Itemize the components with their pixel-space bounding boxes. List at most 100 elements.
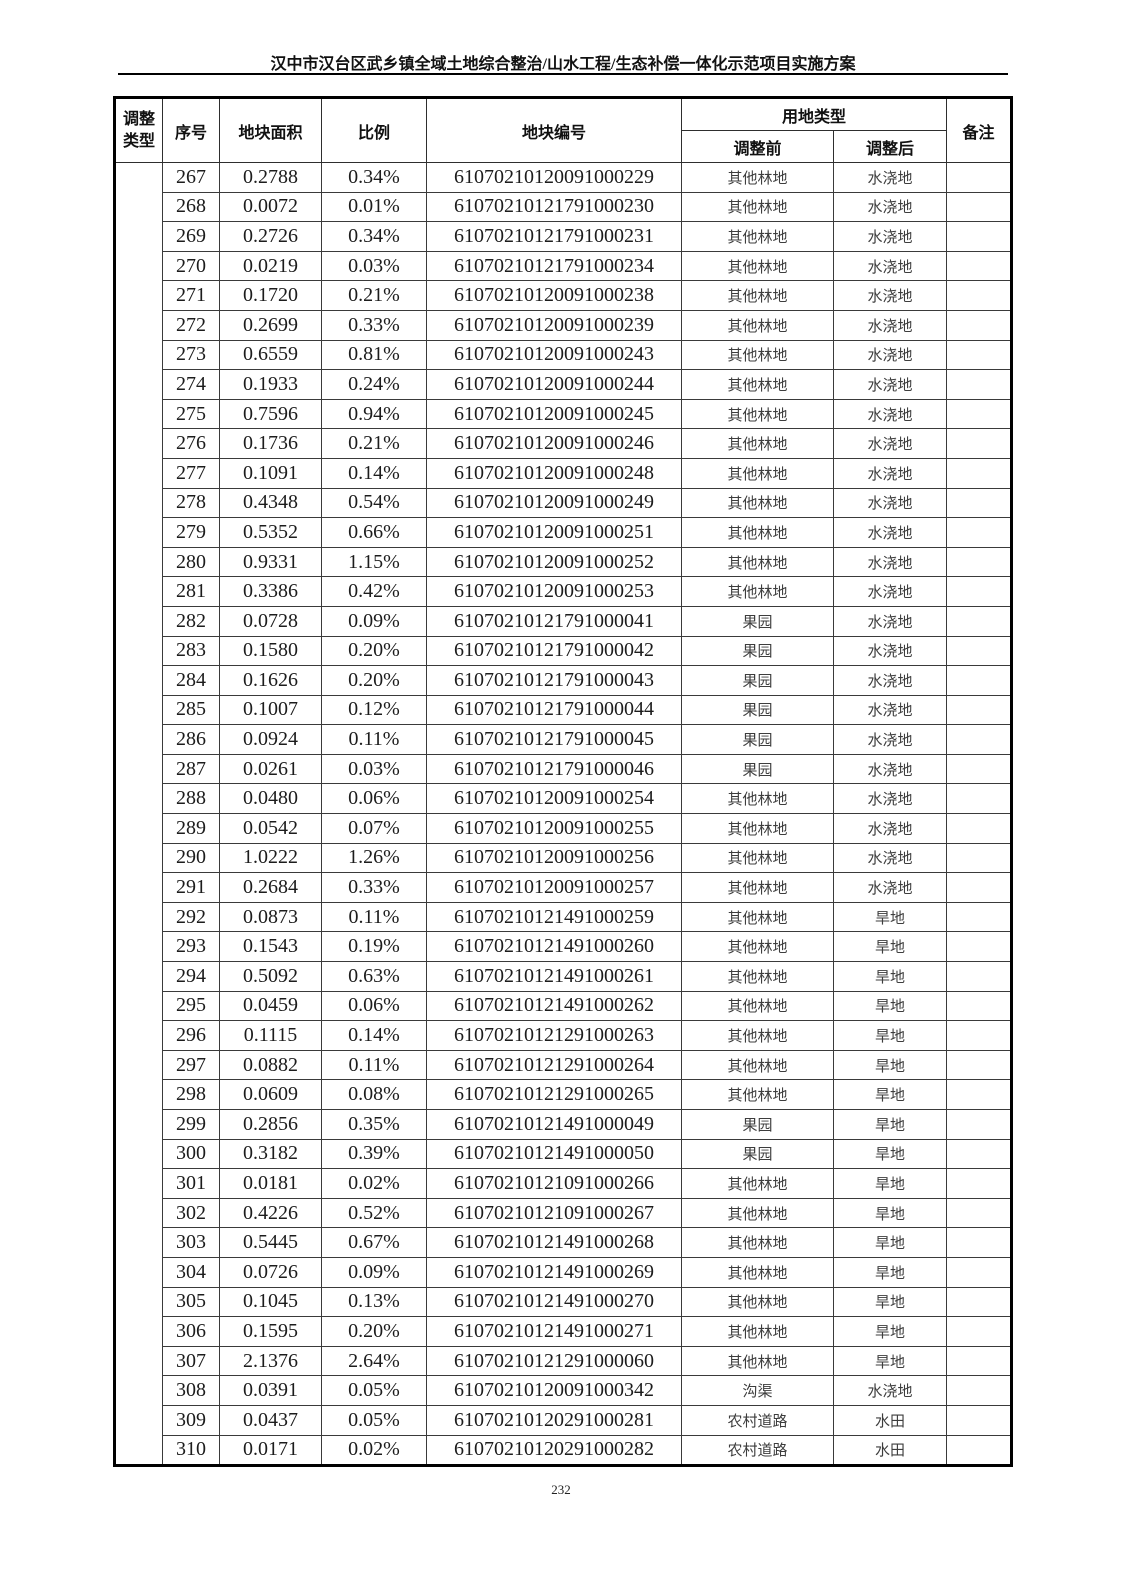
cell-after: 水浇地	[832, 221, 948, 252]
cell-after: 水浇地	[832, 605, 948, 637]
cell-area: 1.0222	[219, 842, 322, 874]
cell-area: 0.0072	[219, 191, 322, 223]
cell-plot-id: 61070210120291000281	[426, 1404, 682, 1436]
cell-ratio: 0.21%	[321, 428, 427, 459]
table-row: 278 0.4348 0.54% 61070210120091000249 其他…	[115, 487, 1013, 519]
cell-before: 其他林地	[681, 280, 834, 311]
table-body: 267 0.2788 0.34% 61070210120091000229 其他…	[114, 161, 1013, 1467]
cell-ratio: 1.15%	[321, 546, 427, 578]
cell-ratio: 0.24%	[321, 369, 427, 400]
table-row: 287 0.0261 0.03% 61070210121791000046 果园…	[115, 753, 1013, 785]
cell-ratio: 0.06%	[321, 783, 427, 815]
cell-remark	[946, 1434, 1013, 1467]
cell-area: 0.4226	[219, 1197, 322, 1229]
cell-area: 0.2856	[219, 1109, 322, 1140]
cell-after: 水浇地	[832, 339, 948, 371]
cell-area: 0.2684	[219, 872, 322, 903]
cell-seq: 280	[162, 546, 220, 578]
cell-before: 果园	[681, 635, 834, 667]
table-row: 295 0.0459 0.06% 61070210121491000262 其他…	[115, 990, 1013, 1022]
cell-area: 0.0924	[219, 724, 322, 755]
cell-area: 0.5092	[219, 961, 322, 992]
cell-remark	[946, 813, 1013, 844]
cell-area: 0.1933	[219, 369, 322, 400]
cell-area: 0.2726	[219, 221, 322, 252]
cell-before: 其他林地	[681, 546, 834, 578]
cell-remark	[946, 1049, 1013, 1081]
cell-remark	[946, 1109, 1013, 1140]
cell-remark	[946, 842, 1013, 874]
cell-area: 0.2788	[219, 162, 322, 193]
cell-ratio: 0.09%	[321, 605, 427, 637]
table-row: 267 0.2788 0.34% 61070210120091000229 其他…	[114, 161, 1013, 1467]
adjust-type-merged-cell	[114, 161, 163, 1467]
cell-seq: 295	[162, 990, 220, 1022]
cell-remark	[946, 1197, 1013, 1229]
cell-after: 旱地	[832, 1227, 948, 1258]
cell-before: 农村道路	[681, 1404, 834, 1436]
cell-after: 旱地	[832, 990, 948, 1022]
table-row: 298 0.0609 0.08% 61070210121291000265 其他…	[115, 1079, 1013, 1110]
cell-remark	[946, 1020, 1013, 1051]
cell-seq: 309	[162, 1404, 220, 1436]
cell-after: 水浇地	[832, 398, 948, 430]
cell-ratio: 0.01%	[321, 191, 427, 223]
cell-after: 旱地	[832, 1197, 948, 1229]
table-row: 277 0.1091 0.14% 61070210120091000248 其他…	[115, 457, 1013, 489]
cell-plot-id: 61070210121491000049	[426, 1109, 682, 1140]
cell-ratio: 0.12%	[321, 694, 427, 726]
cell-plot-id: 61070210121491000260	[426, 931, 682, 963]
cell-ratio: 0.52%	[321, 1197, 427, 1229]
cell-ratio: 0.35%	[321, 1109, 427, 1140]
cell-before: 其他林地	[681, 783, 834, 815]
cell-ratio: 0.07%	[321, 813, 427, 844]
cell-before: 果园	[681, 1138, 834, 1170]
cell-plot-id: 61070210121491000259	[426, 901, 682, 933]
table-row: 281 0.3386 0.42% 61070210120091000253 其他…	[115, 576, 1013, 607]
cell-ratio: 0.42%	[321, 576, 427, 607]
cell-before: 其他林地	[681, 1197, 834, 1229]
cell-seq: 274	[162, 369, 220, 400]
cell-area: 0.0542	[219, 813, 322, 844]
cell-before: 其他林地	[681, 961, 834, 992]
cell-ratio: 0.11%	[321, 724, 427, 755]
cell-seq: 278	[162, 487, 220, 519]
cell-ratio: 0.05%	[321, 1375, 427, 1406]
cell-after: 水浇地	[832, 576, 948, 607]
cell-plot-id: 61070210120091000239	[426, 309, 682, 341]
cell-remark	[946, 1227, 1013, 1258]
table-row: 286 0.0924 0.11% 61070210121791000045 果园…	[115, 724, 1013, 755]
cell-seq: 301	[162, 1168, 220, 1199]
cell-ratio: 0.39%	[321, 1138, 427, 1170]
cell-plot-id: 61070210121791000044	[426, 694, 682, 726]
table-row: 282 0.0728 0.09% 61070210121791000041 果园…	[115, 605, 1013, 637]
cell-before: 果园	[681, 665, 834, 696]
cell-plot-id: 61070210121491000269	[426, 1256, 682, 1288]
cell-after: 水浇地	[832, 517, 948, 548]
cell-before: 其他林地	[681, 339, 834, 371]
cell-remark	[946, 339, 1013, 371]
cell-after: 旱地	[832, 961, 948, 992]
cell-ratio: 0.20%	[321, 665, 427, 696]
cell-ratio: 0.02%	[321, 1434, 427, 1467]
cell-remark	[946, 1138, 1013, 1170]
land-adjustment-table: 调整类型 序号 地块面积 比例 地块编号 用地类型 备注 调整前 调整后 267…	[113, 96, 1014, 1468]
cell-plot-id: 61070210120091000246	[426, 428, 682, 459]
cell-seq: 291	[162, 872, 220, 903]
cell-ratio: 0.06%	[321, 990, 427, 1022]
cell-before: 其他林地	[681, 931, 834, 963]
cell-before: 其他林地	[681, 842, 834, 874]
table-row: 305 0.1045 0.13% 61070210121491000270 其他…	[115, 1286, 1013, 1318]
cell-before: 果园	[681, 605, 834, 637]
cell-after: 水浇地	[832, 428, 948, 459]
cell-ratio: 0.03%	[321, 753, 427, 785]
cell-remark	[946, 369, 1013, 400]
cell-after: 水浇地	[832, 783, 948, 815]
cell-area: 0.1720	[219, 280, 322, 311]
cell-ratio: 0.13%	[321, 1286, 427, 1318]
cell-seq: 298	[162, 1079, 220, 1110]
table-row: 293 0.1543 0.19% 61070210121491000260 其他…	[115, 931, 1013, 963]
table-row: 275 0.7596 0.94% 61070210120091000245 其他…	[115, 398, 1013, 430]
cell-after: 水浇地	[832, 1375, 948, 1406]
cell-plot-id: 61070210120091000255	[426, 813, 682, 844]
